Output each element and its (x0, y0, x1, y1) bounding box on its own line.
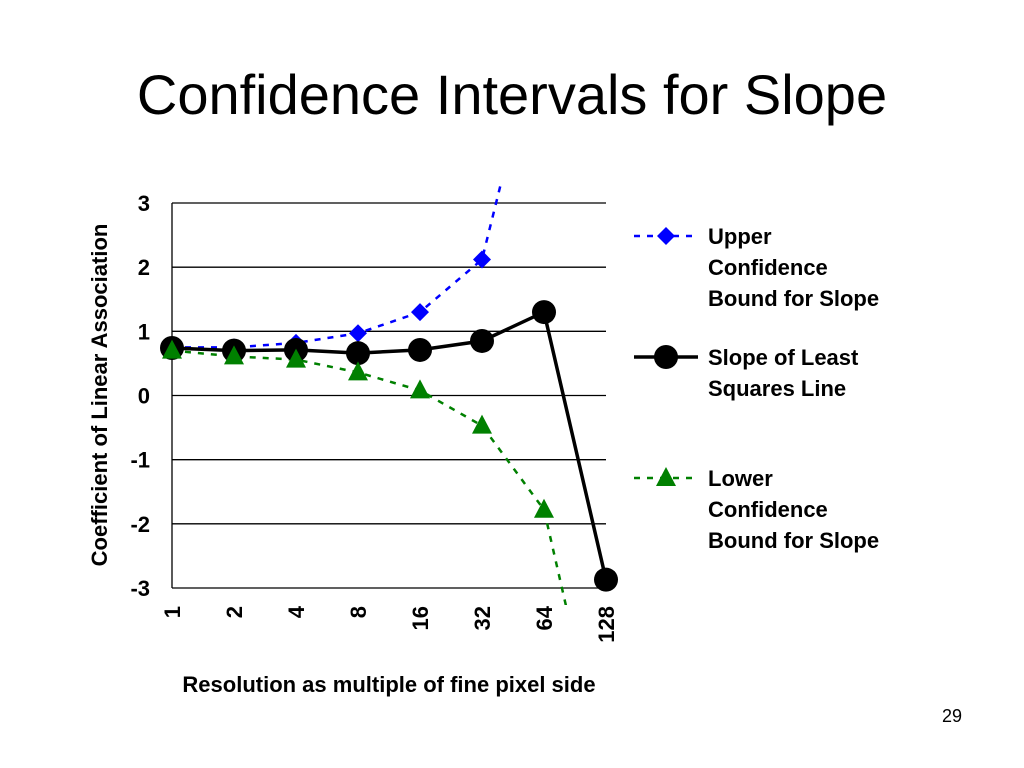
y-tick-label: 1 (138, 319, 150, 344)
y-tick-label: 2 (138, 255, 150, 280)
data-point-circle (408, 337, 432, 362)
y-tick-label: -2 (130, 512, 150, 537)
data-point-diamond (349, 324, 367, 343)
data-point-diamond (657, 227, 675, 245)
chart-legend: Upper Confidence Bound for Slope Slope of L… (634, 224, 879, 553)
y-tick-label: -3 (130, 576, 150, 601)
y-tick-label: -1 (130, 448, 150, 473)
x-tick-label: 4 (284, 605, 309, 618)
x-tick-labels: 1 2 4 8 16 32 64 128 (160, 605, 619, 642)
legend-label: Slope of Least (708, 345, 859, 370)
y-tick-label: 0 (138, 384, 150, 409)
data-point-triangle (224, 345, 244, 365)
series-markers (160, 250, 618, 592)
legend-label: Confidence (708, 255, 828, 280)
data-point-circle (594, 567, 618, 592)
data-point-triangle (162, 339, 182, 359)
data-point-diamond (473, 250, 491, 269)
series-line (171, 349, 568, 605)
x-tick-label: 8 (346, 606, 371, 618)
data-point-circle (346, 341, 370, 366)
x-tick-label: 1 (160, 606, 185, 618)
y-tick-label: 3 (138, 191, 150, 216)
slide-title: Confidence Intervals for Slope (136, 63, 888, 126)
data-point-triangle (656, 467, 676, 486)
x-tick-label: 2 (222, 606, 247, 618)
x-tick-label: 128 (594, 606, 619, 643)
legend-label: Bound for Slope (708, 528, 879, 553)
series-lines (171, 185, 608, 605)
data-point-circle (532, 300, 556, 325)
series-line (172, 185, 502, 349)
x-tick-label: 16 (408, 606, 433, 630)
data-point-triangle (286, 348, 306, 368)
data-point-circle (470, 328, 494, 353)
legend-label: Squares Line (708, 376, 846, 401)
legend-label: Upper (708, 224, 772, 249)
legend-label: Confidence (708, 497, 828, 522)
y-axis-title: Coefficient of Linear Association (87, 224, 112, 567)
data-point-circle (654, 345, 678, 369)
data-point-triangle (534, 498, 554, 518)
data-point-triangle (348, 361, 368, 381)
legend-label: Lower (708, 466, 773, 491)
y-tick-labels: 3 2 1 0 -1 -2 -3 (130, 191, 150, 601)
legend-label: Bound for Slope (708, 286, 879, 311)
x-tick-label: 64 (532, 605, 557, 630)
x-tick-label: 32 (470, 606, 495, 630)
data-point-diamond (411, 303, 429, 322)
x-axis-title: Resolution as multiple of fine pixel sid… (182, 672, 595, 697)
page-number: 29 (941, 706, 962, 726)
data-point-triangle (472, 414, 492, 434)
data-point-triangle (410, 379, 430, 399)
chart-gridlines (171, 202, 606, 589)
